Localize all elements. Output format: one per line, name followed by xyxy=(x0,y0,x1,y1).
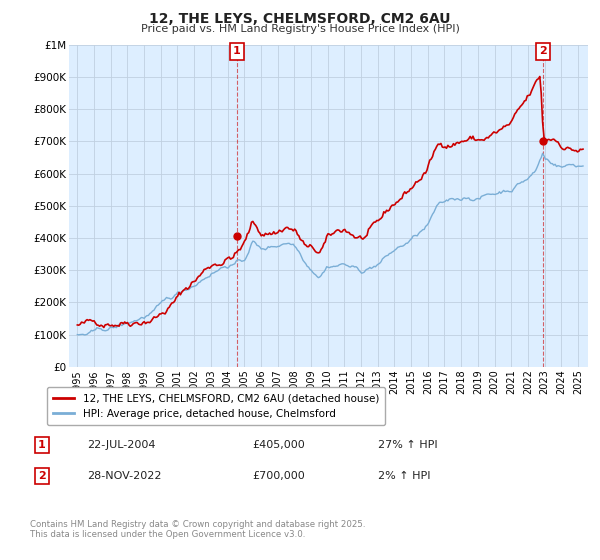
Text: £700,000: £700,000 xyxy=(252,471,305,481)
Text: 28-NOV-2022: 28-NOV-2022 xyxy=(87,471,161,481)
Legend: 12, THE LEYS, CHELMSFORD, CM2 6AU (detached house), HPI: Average price, detached: 12, THE LEYS, CHELMSFORD, CM2 6AU (detac… xyxy=(47,387,385,425)
Text: Price paid vs. HM Land Registry's House Price Index (HPI): Price paid vs. HM Land Registry's House … xyxy=(140,24,460,34)
Text: 2: 2 xyxy=(38,471,46,481)
Text: 27% ↑ HPI: 27% ↑ HPI xyxy=(378,440,437,450)
Text: 2: 2 xyxy=(539,46,547,57)
Text: 22-JUL-2004: 22-JUL-2004 xyxy=(87,440,155,450)
Text: 12, THE LEYS, CHELMSFORD, CM2 6AU: 12, THE LEYS, CHELMSFORD, CM2 6AU xyxy=(149,12,451,26)
Text: 2% ↑ HPI: 2% ↑ HPI xyxy=(378,471,431,481)
Text: £405,000: £405,000 xyxy=(252,440,305,450)
Text: 1: 1 xyxy=(38,440,46,450)
Text: Contains HM Land Registry data © Crown copyright and database right 2025.
This d: Contains HM Land Registry data © Crown c… xyxy=(30,520,365,539)
Text: 1: 1 xyxy=(233,46,241,57)
